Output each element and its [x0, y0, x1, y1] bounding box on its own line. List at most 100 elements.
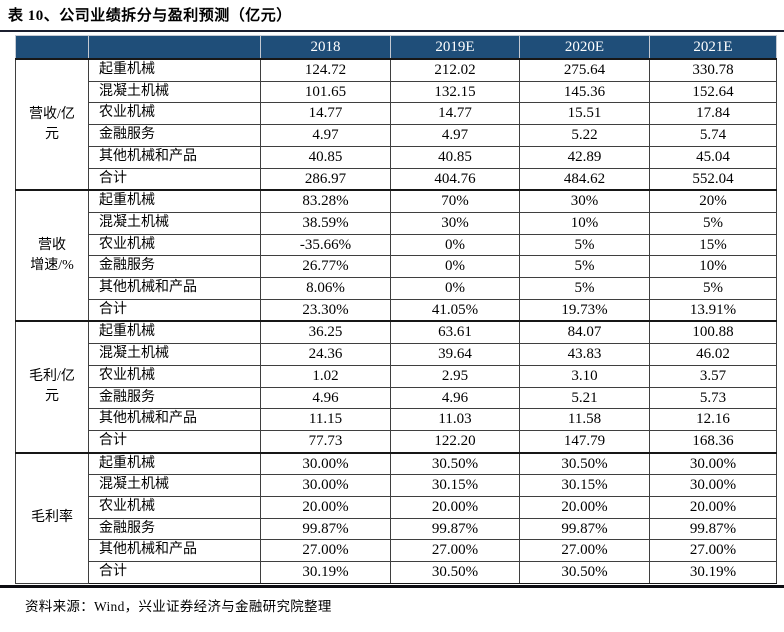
table-row: 合计 23.30% 41.05% 19.73% 13.91%	[16, 298, 777, 322]
value-cell: 70%	[390, 189, 520, 213]
value-cell: 30.50%	[519, 451, 650, 476]
row-label: 其他机械和产品	[88, 539, 261, 563]
value-cell: 100.88	[649, 320, 777, 345]
value-cell: 63.61	[390, 320, 520, 345]
table-row: 混凝土机械 24.36 39.64 43.83 46.02	[16, 343, 777, 366]
value-cell: 36.25	[260, 320, 391, 345]
value-cell: 5%	[519, 255, 650, 279]
value-cell: 2.95	[390, 364, 520, 388]
value-cell: 30.15%	[519, 474, 650, 498]
value-cell: 0%	[390, 255, 520, 279]
value-cell: 147.79	[519, 429, 650, 454]
table-row: 营收 增速/% 起重机械 83.28% 70% 30% 20%	[15, 189, 777, 322]
row-label: 起重机械	[88, 451, 261, 476]
value-cell: 30%	[519, 189, 650, 213]
value-cell: 43.83	[519, 343, 650, 366]
value-cell: 30%	[390, 211, 520, 235]
row-label: 起重机械	[88, 189, 261, 213]
value-cell: 1.02	[260, 364, 391, 388]
value-cell: 19.73%	[519, 298, 650, 322]
value-cell: 27.00%	[390, 539, 520, 563]
value-cell: 5.22	[519, 124, 650, 147]
table-row: 农业机械 1.02 2.95 3.10 3.57	[16, 364, 777, 388]
source-note: 资料来源：Wind，兴业证券经济与金融研究院整理	[25, 598, 332, 614]
table-bottom-rule	[0, 584, 784, 588]
table-row: 其他机械和产品 8.06% 0% 5% 5%	[16, 277, 777, 300]
row-label: 其他机械和产品	[88, 145, 261, 169]
value-cell: 330.78	[649, 57, 777, 82]
table-row: 金融服务 4.97 4.97 5.22 5.74	[16, 124, 777, 147]
row-label: 金融服务	[88, 124, 261, 147]
value-cell: 10%	[519, 211, 650, 235]
year-header-2021e: 2021E	[649, 35, 777, 59]
table-row: 合计 77.73 122.20 147.79 168.36	[16, 429, 777, 454]
value-cell: 3.57	[649, 364, 777, 388]
value-cell: 30.50%	[519, 561, 650, 584]
row-label: 其他机械和产品	[88, 277, 261, 300]
header-row: 2018 2019E 2020E 2021E	[15, 35, 777, 59]
value-cell: 4.97	[390, 124, 520, 147]
row-label: 混凝土机械	[88, 474, 261, 498]
row-label-total: 合计	[88, 167, 261, 191]
title-divider-rule	[0, 30, 784, 32]
value-cell: 212.02	[390, 57, 520, 82]
header-corner-group	[15, 35, 89, 59]
value-cell: 15.51	[519, 102, 650, 126]
value-cell: 404.76	[390, 167, 520, 191]
value-cell: 39.64	[390, 343, 520, 366]
value-cell: 3.10	[519, 364, 650, 388]
value-cell: 99.87%	[390, 517, 520, 541]
value-cell: 4.96	[390, 386, 520, 410]
value-cell: 20.00%	[260, 496, 391, 519]
value-cell: 30.50%	[390, 451, 520, 476]
row-label: 农业机械	[88, 102, 261, 126]
group-label-revenue: 营收/亿 元	[15, 57, 89, 191]
forecast-table: 2018 2019E 2020E 2021E 营收/亿 元 起重机械 124.7…	[15, 35, 777, 584]
value-cell: 30.00%	[649, 451, 777, 476]
table-row: 农业机械 20.00% 20.00% 20.00% 20.00%	[16, 496, 777, 519]
value-cell: 30.00%	[260, 451, 391, 476]
value-cell: 46.02	[649, 343, 777, 366]
value-cell: 10%	[649, 255, 777, 279]
value-cell: 145.36	[519, 80, 650, 104]
table-row: 金融服务 26.77% 0% 5% 10%	[16, 255, 777, 279]
table-row: 其他机械和产品 40.85 40.85 42.89 45.04	[16, 145, 777, 169]
year-header-2019e: 2019E	[390, 35, 520, 59]
value-cell: 26.77%	[260, 255, 391, 279]
table-row: 混凝土机械 38.59% 30% 10% 5%	[16, 211, 777, 235]
value-cell: 11.03	[390, 408, 520, 431]
row-label: 金融服务	[88, 255, 261, 279]
table-row: 合计 286.97 404.76 484.62 552.04	[16, 167, 777, 191]
group-label-gross-profit: 毛利/亿 元	[15, 320, 89, 454]
row-label: 混凝土机械	[88, 343, 261, 366]
row-label: 农业机械	[88, 496, 261, 519]
row-label: 起重机械	[88, 320, 261, 345]
value-cell: 99.87%	[519, 517, 650, 541]
value-cell: 5%	[649, 277, 777, 300]
row-label: 金融服务	[88, 386, 261, 410]
value-cell: 30.19%	[649, 561, 777, 584]
value-cell: 24.36	[260, 343, 391, 366]
value-cell: 5%	[519, 277, 650, 300]
header-corner-item	[88, 35, 261, 59]
row-label: 混凝土机械	[88, 80, 261, 104]
value-cell: 101.65	[260, 80, 391, 104]
value-cell: 122.20	[390, 429, 520, 454]
value-cell: 168.36	[649, 429, 777, 454]
value-cell: 4.97	[260, 124, 391, 147]
value-cell: 20.00%	[649, 496, 777, 519]
value-cell: 484.62	[519, 167, 650, 191]
value-cell: 30.00%	[649, 474, 777, 498]
value-cell: 27.00%	[260, 539, 391, 563]
value-cell: 12.16	[649, 408, 777, 431]
table-row: 营收/亿 元 起重机械 124.72 212.02 275.64 330.78	[15, 57, 777, 191]
table-row: 金融服务 4.96 4.96 5.21 5.73	[16, 386, 777, 410]
value-cell: 132.15	[390, 80, 520, 104]
value-cell: 40.85	[260, 145, 391, 169]
value-cell: 275.64	[519, 57, 650, 82]
value-cell: 286.97	[260, 167, 391, 191]
row-label: 农业机械	[88, 233, 261, 257]
value-cell: 45.04	[649, 145, 777, 169]
row-label: 农业机械	[88, 364, 261, 388]
value-cell: 30.19%	[260, 561, 391, 584]
